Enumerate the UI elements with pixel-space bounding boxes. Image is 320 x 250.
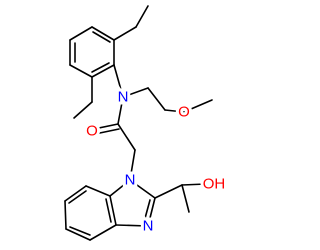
atom-label: N bbox=[143, 218, 154, 235]
atom-label: O bbox=[178, 104, 190, 121]
atom-label: N bbox=[125, 172, 136, 189]
atom-label: O bbox=[86, 123, 98, 140]
molecule: N O O N N OH bbox=[64, 5, 226, 241]
atom-label: N bbox=[118, 89, 129, 106]
atom-label: OH bbox=[203, 176, 226, 193]
bonds bbox=[64, 5, 213, 241]
